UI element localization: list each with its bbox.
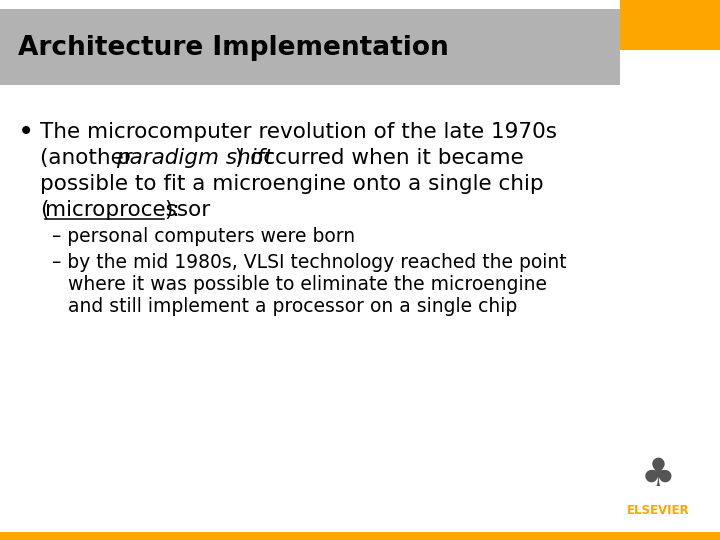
Text: possible to fit a microengine onto a single chip: possible to fit a microengine onto a sin… <box>40 174 544 194</box>
Text: microprocessor: microprocessor <box>45 200 210 220</box>
Text: – by the mid 1980s, VLSI technology reached the point: – by the mid 1980s, VLSI technology reac… <box>52 253 567 272</box>
Text: •: • <box>18 118 35 146</box>
Text: paradigm shift: paradigm shift <box>117 148 273 168</box>
Text: ):: ): <box>164 200 179 220</box>
Text: and still implement a processor on a single chip: and still implement a processor on a sin… <box>68 296 517 315</box>
Text: (: ( <box>40 200 48 220</box>
Text: (another: (another <box>40 148 140 168</box>
Text: ♣: ♣ <box>641 456 675 494</box>
Text: – personal computers were born: – personal computers were born <box>52 227 355 246</box>
Text: Architecture Implementation: Architecture Implementation <box>18 35 449 61</box>
FancyBboxPatch shape <box>0 532 720 540</box>
FancyBboxPatch shape <box>620 0 720 50</box>
Text: ) occurred when it became: ) occurred when it became <box>235 148 524 168</box>
FancyBboxPatch shape <box>0 9 620 85</box>
Text: where it was possible to eliminate the microengine: where it was possible to eliminate the m… <box>68 274 547 294</box>
Text: ELSEVIER: ELSEVIER <box>626 503 689 516</box>
Text: The microcomputer revolution of the late 1970s: The microcomputer revolution of the late… <box>40 122 557 142</box>
